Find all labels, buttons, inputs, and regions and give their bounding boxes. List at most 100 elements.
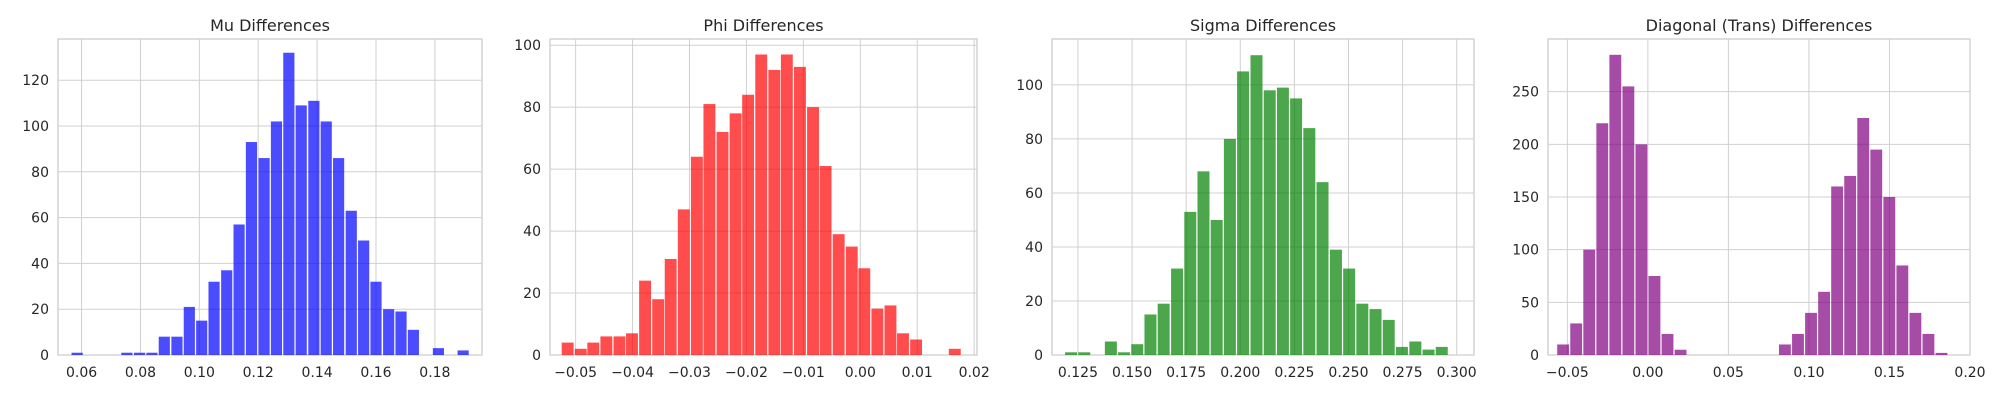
histogram-bar [1237, 71, 1250, 356]
histogram-bar [308, 100, 320, 356]
histogram-bar [1831, 186, 1844, 355]
y-tick-label: 100 [1016, 78, 1043, 94]
x-tick-label: 0.250 [1328, 365, 1368, 381]
histogram-bar [233, 224, 245, 355]
histogram-bar [664, 258, 677, 355]
y-tick-label: 80 [31, 165, 49, 181]
x-tick-label: 0.16 [360, 365, 391, 381]
mu-differences-panel: Mu Differences 0.06 0.08 0.10 0.12 0.14 0.16 0… [22, 16, 483, 381]
x-tick-label: 0.08 [125, 365, 156, 381]
histogram-bar [1844, 175, 1857, 355]
x-tick-label: 0.10 [184, 365, 215, 381]
histogram-bar [1805, 312, 1817, 355]
x-tick-label: 0.275 [1383, 365, 1423, 381]
y-tick-label: 60 [31, 211, 49, 227]
histogram-bar [1622, 86, 1635, 356]
x-tick-label: 0.20 [1954, 365, 1985, 381]
histogram-bar [283, 52, 295, 355]
y-tick-label: 40 [31, 256, 49, 272]
histogram-bar [208, 281, 220, 355]
y-tick-label: 0 [532, 348, 541, 364]
y-tick-label: 0 [40, 348, 49, 364]
histogram-bar [432, 348, 445, 355]
histogram-bar [858, 268, 871, 355]
histogram-bar [780, 54, 793, 355]
histogram-bar [1596, 123, 1609, 356]
x-tick-label: 0.05 [1713, 365, 1744, 381]
panel-title: Mu Differences [210, 16, 330, 35]
histogram-bar [1922, 333, 1935, 355]
histogram-bar [1343, 268, 1356, 355]
x-tick-label: 0.12 [243, 365, 274, 381]
histogram-bar [1909, 312, 1922, 355]
histogram-bar [793, 66, 806, 355]
histogram-bar [1171, 268, 1184, 355]
x-tick-label: 0.00 [1632, 365, 1663, 381]
x-tick-label: 0.175 [1166, 365, 1206, 381]
histogram-bar [1674, 349, 1687, 355]
histogram-bar [1250, 55, 1263, 355]
histogram-bar [768, 69, 781, 355]
x-tick-label: −0.05 [1546, 365, 1589, 381]
x-tick-label: 0.14 [302, 365, 333, 381]
x-tick-label: −0.05 [554, 365, 597, 381]
x-tick-label: 0.06 [66, 365, 97, 381]
x-tick-label: 0.225 [1274, 365, 1314, 381]
histogram-bar [1395, 346, 1408, 355]
x-tick-label: 0.01 [902, 365, 933, 381]
histogram-bar [1435, 346, 1448, 355]
y-tick-label: 150 [1512, 190, 1539, 206]
histogram-bar [1329, 249, 1342, 355]
panel-title: Sigma Differences [1190, 16, 1336, 35]
y-tick-label: 100 [1512, 243, 1539, 259]
histogram-bar [133, 352, 146, 355]
histogram-bar [652, 299, 665, 355]
histogram-bar [1661, 333, 1674, 355]
histogram-bar [221, 270, 233, 355]
histogram-bar [345, 210, 357, 355]
histogram-bar [910, 339, 923, 355]
histogram-bar [1276, 87, 1289, 355]
x-tick-label: 0.18 [419, 365, 450, 381]
x-tick-label: −0.03 [668, 365, 711, 381]
histogram-bar [1131, 344, 1144, 355]
histogram-bar [716, 131, 729, 355]
panel-title: Diagonal (Trans) Differences [1646, 16, 1873, 35]
histogram-bar [245, 142, 258, 355]
x-tick-label: −0.04 [611, 365, 654, 381]
y-tick-label: 80 [1025, 132, 1043, 148]
y-tick-label: 60 [1025, 186, 1043, 202]
histogram-bar [383, 309, 395, 355]
histogram-bar [729, 113, 742, 356]
diagonal-trans-differences-panel: Diagonal (Trans) Differences −0.05 0.00 0.… [1512, 16, 1985, 381]
y-tick-label: 0 [1034, 348, 1043, 364]
y-tick-label: 0 [1530, 348, 1539, 364]
histogram-bar [703, 104, 716, 355]
histogram-bar [1896, 265, 1909, 355]
histogram-bar [370, 281, 382, 355]
histogram-bar [1290, 98, 1303, 356]
x-tick-label: 0.10 [1793, 365, 1824, 381]
histogram-bar [1570, 323, 1583, 355]
histogram-bar [871, 308, 884, 355]
y-tick-label: 40 [523, 224, 541, 240]
histogram-bar [1818, 291, 1830, 355]
y-tick-label: 40 [1025, 240, 1043, 256]
plot-area [57, 38, 483, 356]
histogram-bar [158, 336, 170, 355]
histogram-bar [1883, 197, 1896, 355]
histogram-bar [897, 333, 909, 355]
histogram-bar [1078, 352, 1091, 355]
histogram-bar [1648, 276, 1661, 355]
histogram-bar [639, 280, 652, 355]
plot-area [1051, 38, 1475, 356]
histogram-bar [819, 166, 832, 355]
histogram-bar [1792, 333, 1804, 355]
sigma-differences-panel: Sigma Differences 0.125 0.150 0.175 0.200 0.… [1016, 16, 1476, 381]
y-tick-label: 50 [1521, 295, 1539, 311]
y-tick-label: 20 [523, 286, 541, 302]
histogram-bar [295, 105, 307, 356]
histogram-bar [600, 336, 613, 355]
y-tick-label: 250 [1512, 85, 1539, 101]
histogram-bar [574, 348, 587, 355]
